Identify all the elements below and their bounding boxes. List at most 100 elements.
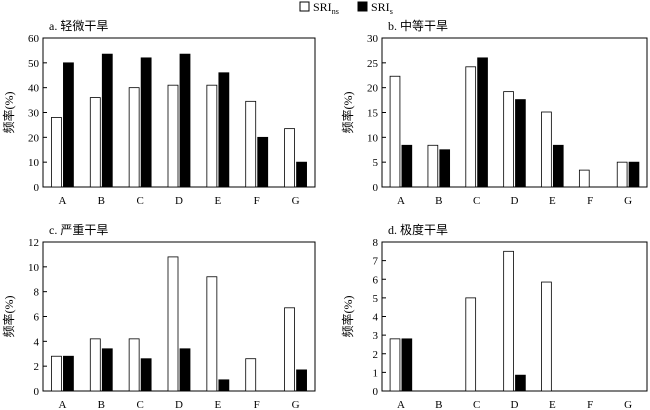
bar-srins-d-c (465, 297, 477, 392)
bar-sris-c-a (63, 355, 74, 392)
y-axis-label-d: 频率(%) (340, 296, 355, 338)
bar-srins-a-g (284, 128, 295, 188)
x-tick-label-a: D (175, 195, 183, 207)
x-tick-label-d: A (397, 399, 405, 410)
y-tick-label-b: 5 (373, 157, 379, 169)
y-tick-label-b: 15 (367, 108, 379, 120)
bar-srins-a-c (128, 87, 140, 188)
x-tick-label-c: G (292, 399, 300, 410)
bar-sris-b-e (552, 144, 564, 188)
panel-title-c: c. 严重干旱 (49, 223, 108, 237)
y-tick-label-c: 4 (34, 336, 40, 348)
y-tick-label-d: 6 (373, 274, 379, 286)
y-axis-label-b: 频率(%) (340, 92, 355, 134)
bar-sris-b-g (628, 161, 640, 188)
y-tick-label-a: 10 (28, 157, 40, 169)
bar-sris-c-c (140, 358, 152, 392)
bar-sris-c-e (218, 379, 230, 392)
x-tick-label-d: D (511, 399, 519, 410)
y-tick-label-c: 8 (34, 287, 40, 299)
x-tick-label-b: G (624, 195, 632, 207)
bar-srins-a-b (89, 97, 101, 188)
y-tick-label-d: 8 (373, 237, 379, 249)
bar-srins-d-a (389, 338, 401, 392)
bar-srins-a-d (167, 84, 179, 188)
y-tick-label-b: 25 (367, 58, 379, 70)
bar-sris-a-a (63, 62, 74, 188)
x-tick-label-b: B (435, 195, 442, 207)
x-tick-label-b: A (397, 195, 405, 207)
bar-sris-b-c (477, 57, 488, 188)
bar-sris-c-d (179, 348, 191, 392)
y-tick-label-b: 20 (367, 83, 379, 95)
bar-srins-c-b (89, 338, 101, 392)
bar-sris-c-b (101, 348, 113, 392)
bar-sris-a-f (257, 136, 269, 188)
y-tick-label-d: 2 (373, 349, 379, 361)
panel-title-d: d. 极度干旱 (388, 222, 448, 237)
plot-frame-a (42, 37, 316, 188)
bar-sris-a-c (140, 57, 152, 188)
y-tick-label-d: 4 (373, 312, 379, 324)
y-tick-label-b: 10 (367, 132, 379, 144)
bar-srins-b-e (541, 111, 552, 188)
x-tick-label-c: D (175, 399, 183, 410)
bar-sris-a-g (296, 161, 307, 188)
panel-title-b: b. 中等干旱 (388, 18, 448, 33)
y-tick-label-d: 5 (373, 293, 379, 305)
bar-srins-c-g (284, 307, 295, 392)
x-tick-label-a: B (98, 195, 105, 207)
plot-frame-c (42, 241, 316, 392)
x-tick-label-a: E (214, 195, 221, 207)
bar-srins-b-d (503, 91, 514, 188)
bar-srins-b-a (389, 75, 401, 188)
bar-sris-a-d (179, 53, 191, 188)
y-axis-label-a: 频率(%) (1, 92, 16, 134)
bar-srins-c-a (51, 355, 62, 392)
x-tick-label-b: F (587, 195, 593, 207)
x-tick-label-d: F (587, 399, 593, 410)
bar-srins-b-f (578, 169, 590, 188)
y-tick-label-d: 7 (373, 256, 379, 268)
y-tick-label-c: 2 (34, 361, 40, 373)
x-tick-label-a: G (292, 195, 300, 207)
y-tick-label-b: 0 (373, 182, 379, 194)
bar-sris-d-d (515, 374, 526, 392)
y-axis-label-c: 频率(%) (1, 296, 16, 338)
y-tick-label-a: 20 (28, 132, 40, 144)
bar-srins-c-e (206, 276, 218, 392)
x-tick-label-c: F (254, 399, 260, 410)
y-tick-label-a: 0 (34, 182, 40, 194)
bar-srins-b-b (427, 144, 439, 188)
bar-sris-a-b (101, 53, 113, 188)
x-tick-label-b: D (511, 195, 519, 207)
y-tick-label-a: 50 (28, 58, 40, 70)
bar-sris-b-a (401, 144, 413, 188)
x-tick-label-a: F (254, 195, 260, 207)
x-tick-label-d: C (473, 399, 480, 410)
y-tick-label-a: 30 (28, 108, 40, 120)
legend-swatch-srins (299, 1, 310, 12)
y-tick-label-a: 60 (28, 33, 40, 45)
x-tick-label-b: E (549, 195, 556, 207)
y-tick-label-d: 1 (373, 367, 379, 379)
y-tick-label-c: 0 (34, 386, 40, 398)
y-tick-label-b: 30 (367, 33, 379, 45)
y-tick-label-d: 3 (373, 330, 379, 342)
y-tick-label-d: 0 (373, 386, 379, 398)
x-tick-label-c: A (58, 399, 66, 410)
x-tick-label-d: B (435, 399, 442, 410)
x-tick-label-a: C (136, 195, 143, 207)
legend: SRIns SRIs (299, 0, 393, 16)
x-tick-label-b: C (473, 195, 480, 207)
bar-srins-c-c (128, 338, 140, 392)
plot-frame-d (381, 241, 648, 392)
x-tick-label-d: G (624, 399, 632, 410)
bar-srins-c-f (245, 358, 257, 392)
